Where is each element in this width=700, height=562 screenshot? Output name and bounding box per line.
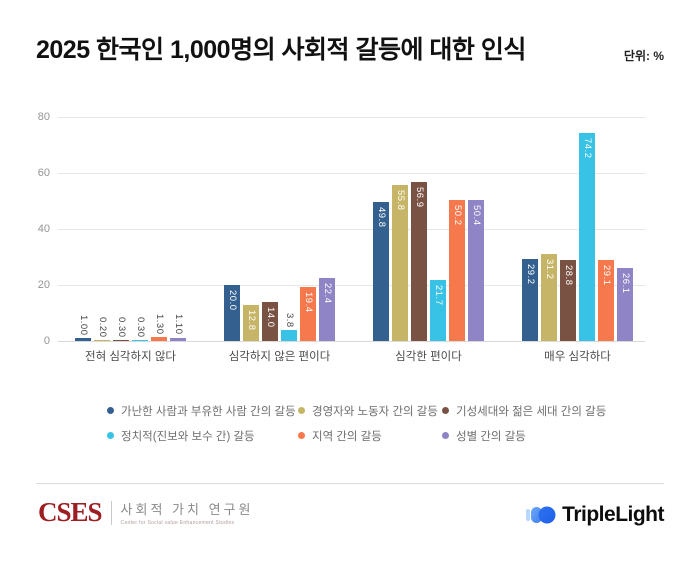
legend-item-1: 경영자와 노동자 간의 갈등 <box>298 403 442 419</box>
legend-label: 기성세대와 젊은 세대 간의 갈등 <box>456 405 607 418</box>
x-category-label-2: 심각한 편이다 <box>395 351 462 363</box>
bar-series-0-cat-3: 29.2 <box>522 259 538 341</box>
bar-value-label: 28.8 <box>562 265 574 286</box>
bar-value-label: 20.0 <box>226 290 238 311</box>
bar-series-5-cat-1: 22.4 <box>319 278 335 341</box>
chart-legend: 가난한 사람과 부유한 사람 간의 갈등 경영자와 노동자 간의 갈등 기성세대와 … <box>107 398 606 448</box>
bar-value-label: 21.7 <box>432 285 444 306</box>
bar-value-label: 74.2 <box>581 138 593 159</box>
gridline-y-40 <box>58 229 645 230</box>
legend-dot-icon <box>107 407 114 414</box>
legend-label: 지역 간의 갈등 <box>312 430 382 443</box>
legend-item-4: 지역 간의 갈등 <box>298 428 442 444</box>
legend-item-3: 정치적(진보와 보수 간) 갈등 <box>107 428 298 444</box>
bar-value-label: 29.2 <box>524 264 536 285</box>
bar-group-0: 1.00 0.20 0.30 0.30 1.30 1.10 <box>75 117 186 341</box>
bar-value-label: 3.8 <box>283 312 295 328</box>
bar-series-1-cat-2: 55.8 <box>392 184 408 341</box>
bar-value-label: 31.2 <box>543 258 555 280</box>
bar-series-0-cat-1: 20.0 <box>224 285 240 341</box>
bar-series-2-cat-2: 56.9 <box>411 181 427 341</box>
legend-item-0: 가난한 사람과 부유한 사람 간의 갈등 <box>107 403 298 419</box>
y-tick-label-20: 20 <box>37 279 50 291</box>
triplelight-wordmark: TripleLight <box>562 503 664 526</box>
bar-series-3-cat-0: 0.30 <box>132 317 148 341</box>
gridline-y-20 <box>58 285 645 286</box>
cses-english-name: Center for Social value Enhancement Stud… <box>120 520 235 526</box>
legend-dot-icon <box>442 432 449 439</box>
legend-dot-icon <box>298 407 305 414</box>
bar-series-0-cat-0: 1.00 <box>75 315 91 341</box>
bar-value-label: 29.1 <box>600 264 612 286</box>
bar-value-label: 19.4 <box>302 291 314 313</box>
gridline-y-60 <box>58 173 645 174</box>
bar-value-label: 50.2 <box>451 205 463 226</box>
legend-label: 성별 간의 갈등 <box>456 430 526 443</box>
bar-series-1-cat-0: 0.20 <box>94 317 110 341</box>
y-tick-label-40: 40 <box>37 223 50 235</box>
cses-logo-separator <box>110 500 112 525</box>
bar-value-label: 14.0 <box>264 306 276 328</box>
gridline-y-80 <box>58 117 645 118</box>
bar-value-label: 0.30 <box>115 316 127 338</box>
bar-series-3-cat-1: 3.8 <box>281 313 297 341</box>
bar-value-label: 1.10 <box>172 314 184 335</box>
bar-value-label: 55.8 <box>394 189 406 211</box>
bar-value-label: 1.00 <box>77 314 89 336</box>
bar-series-2-cat-1: 14.0 <box>262 301 278 341</box>
page-title: 2025 한국인 1,000명의 사회적 갈등에 대한 인식 <box>36 36 526 64</box>
bar-series-4-cat-2: 50.2 <box>449 200 465 341</box>
bar-series-1-cat-1: 12.8 <box>243 305 259 341</box>
y-tick-label-0: 0 <box>43 335 50 347</box>
unit-label: 단위: % <box>623 49 664 63</box>
bar-value-label: 1.30 <box>153 313 165 335</box>
legend-label: 가난한 사람과 부유한 사람 간의 갈등 <box>121 405 296 418</box>
x-category-label-3: 매우 심각하다 <box>544 351 611 363</box>
bar-group-2: 49.8 55.8 56.9 21.7 50.2 50.4 <box>373 117 484 341</box>
legend-item-5: 성별 간의 갈등 <box>442 428 606 444</box>
bar-chart-plot: 0 20 40 60 80 1.00 0.20 0.30 0.30 1.30 1.10 20.0 12.… <box>0 111 700 347</box>
cses-korean-name: 사회적 가치 연구원 <box>120 502 254 517</box>
bar-series-2-cat-0: 0.30 <box>113 317 129 341</box>
legend-label: 정치적(진보와 보수 간) 갈등 <box>121 430 255 443</box>
bar-value-label: 26.1 <box>619 272 631 294</box>
cses-acronym: CSES <box>38 497 103 527</box>
bar-series-5-cat-3: 26.1 <box>617 267 633 341</box>
triplelight-mark-icon <box>526 506 556 524</box>
bar-series-4-cat-0: 1.30 <box>151 314 167 341</box>
bar-value-label: 12.8 <box>245 310 257 331</box>
gridline-y-0 <box>58 341 645 342</box>
bar-series-3-cat-3: 74.2 <box>579 133 595 341</box>
bar-series-2-cat-3: 28.8 <box>560 260 576 341</box>
bar-series-0-cat-2: 49.8 <box>373 201 389 341</box>
bar-series-5-cat-0: 1.10 <box>170 314 186 341</box>
bar-series-4-cat-3: 29.1 <box>598 259 614 341</box>
y-tick-label-60: 60 <box>37 167 50 179</box>
cses-logo: CSES 사회적 가치 연구원 Center for Social value … <box>38 497 254 527</box>
legend-label: 경영자와 노동자 간의 갈등 <box>312 405 438 418</box>
bar-value-label: 50.4 <box>470 204 482 226</box>
footer-divider <box>36 483 664 484</box>
bar-series-4-cat-1: 19.4 <box>300 286 316 341</box>
bar-value-label: 49.8 <box>375 206 387 228</box>
x-category-label-0: 전혀 심각하지 않다 <box>84 351 177 363</box>
y-tick-label-80: 80 <box>37 111 50 123</box>
legend-dot-icon <box>107 432 114 439</box>
bar-value-label: 0.30 <box>134 316 146 338</box>
bar-series-5-cat-2: 50.4 <box>468 199 484 341</box>
bar-value-label: 0.20 <box>96 316 108 338</box>
bar-value-label: 22.4 <box>321 283 333 304</box>
triplelight-logo: TripleLight <box>526 502 664 528</box>
bar-series-3-cat-2: 21.7 <box>430 280 446 341</box>
legend-dot-icon <box>442 407 449 414</box>
x-category-label-1: 심각하지 않은 편이다 <box>228 351 331 363</box>
bar-value-label: 56.9 <box>413 186 425 208</box>
legend-dot-icon <box>298 432 305 439</box>
legend-item-2: 기성세대와 젊은 세대 간의 갈등 <box>442 403 606 419</box>
bar-series-1-cat-3: 31.2 <box>541 253 557 341</box>
bar-group-1: 20.0 12.8 14.0 3.8 19.4 22.4 <box>224 117 335 341</box>
bar-group-3: 29.2 31.2 28.8 74.2 29.1 26.1 <box>522 117 633 341</box>
